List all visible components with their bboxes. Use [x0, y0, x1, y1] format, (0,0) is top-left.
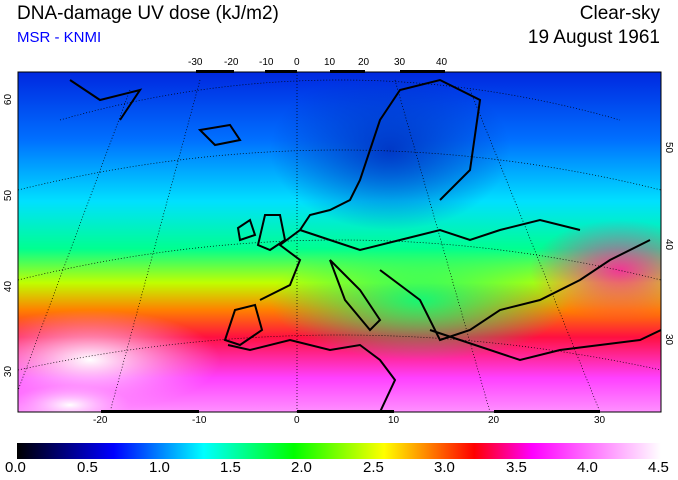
lat-tick: 60 [3, 93, 15, 106]
source-label: MSR - KNMI [17, 29, 102, 46]
colorbar-label: 4.0 [577, 459, 598, 476]
lat-tick: 50 [663, 141, 675, 154]
lat-tick: 40 [663, 238, 675, 251]
lat-tick: 30 [3, 365, 15, 378]
date-label: 19 August 1961 [527, 27, 660, 48]
lon-tick: -20 [224, 57, 239, 68]
lat-tick: 40 [3, 280, 15, 293]
condition-label: Clear-sky [579, 3, 660, 24]
coastlines [69, 78, 661, 412]
lon-tick: -10 [259, 57, 274, 68]
colorbar-label: 3.5 [506, 459, 527, 476]
colorbar-label: 1.0 [149, 459, 170, 476]
colorbar-label: 0.0 [5, 459, 26, 476]
lon-tick: 30 [394, 57, 406, 68]
lon-tick: 40 [436, 57, 448, 68]
lon-tick: 0 [294, 415, 300, 426]
colorbar-label: 2.0 [291, 459, 312, 476]
lon-tick: 20 [358, 57, 370, 68]
lon-tick: 10 [324, 57, 336, 68]
colorbar-label: 3.0 [434, 459, 455, 476]
colorbar-label: 2.5 [363, 459, 384, 476]
bottom-axis-bar [101, 410, 600, 413]
lat-tick: 30 [663, 333, 675, 346]
map-title: DNA-damage UV dose (kJ/m2) [17, 3, 279, 24]
lon-tick: 30 [594, 415, 606, 426]
colorbar-label: 1.5 [220, 459, 241, 476]
colorbar-label: 0.5 [77, 459, 98, 476]
lon-tick: -10 [192, 415, 207, 426]
lat-tick: 50 [3, 189, 15, 202]
colorbar [17, 443, 661, 459]
lon-tick: -20 [93, 415, 108, 426]
colorbar-label: 4.5 [648, 459, 669, 476]
lon-tick: 20 [488, 415, 500, 426]
top-axis-bar [196, 70, 445, 73]
lon-tick: -30 [188, 57, 203, 68]
graticule [18, 72, 661, 412]
lon-tick: 0 [294, 57, 300, 68]
lon-tick: 10 [388, 415, 400, 426]
